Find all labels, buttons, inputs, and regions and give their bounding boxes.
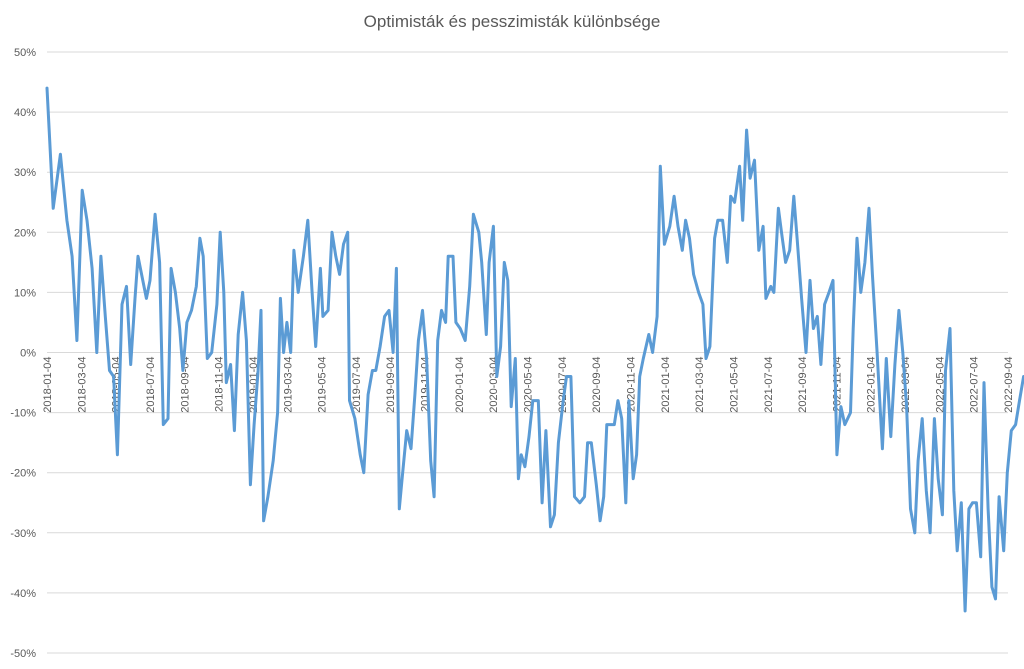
x-tick-label: 2022-09-04 <box>1003 357 1015 413</box>
x-tick-label: 2021-11-04 <box>831 357 843 412</box>
gridlines <box>47 51 1008 654</box>
y-tick-label: 40% <box>14 107 36 119</box>
x-tick-label: 2022-01-04 <box>866 357 878 413</box>
series-layer <box>45 86 1024 613</box>
x-tick-label: 2019-07-04 <box>351 357 363 413</box>
x-tick-label: 2021-05-04 <box>728 357 740 413</box>
x-tick-label: 2019-03-04 <box>282 357 294 413</box>
x-tick-label: 2018-03-04 <box>76 357 88 413</box>
x-tick-label: 2020-05-04 <box>523 357 535 413</box>
y-tick-label: -40% <box>10 588 36 600</box>
y-tick-label: -20% <box>10 468 36 480</box>
x-tick-label: 2020-09-04 <box>591 357 603 413</box>
y-axis-ticks: 50% 40% 30% 20% 10% 0% -10% -20% -30% -40% -50% <box>10 47 36 660</box>
y-tick-label: 30% <box>14 167 36 179</box>
series-line <box>45 86 1024 613</box>
chart-title: Optimisták és pesszimisták különbsége <box>363 12 661 31</box>
x-tick-label: 2022-07-04 <box>969 357 981 413</box>
x-tick-label: 2020-07-04 <box>557 357 569 413</box>
x-tick-label: 2020-11-04 <box>625 357 637 412</box>
y-tick-label: 10% <box>14 287 36 299</box>
x-tick-label: 2019-05-04 <box>317 357 329 413</box>
x-tick-label: 2018-01-04 <box>42 357 54 413</box>
x-tick-label: 2021-07-04 <box>763 357 775 413</box>
y-tick-label: 0% <box>20 348 36 360</box>
x-tick-label: 2021-03-04 <box>694 357 706 413</box>
y-tick-label: -50% <box>10 648 36 660</box>
x-tick-label: 2018-11-04 <box>214 357 226 412</box>
y-tick-label: -10% <box>10 408 36 420</box>
x-tick-label: 2022-05-04 <box>934 357 946 413</box>
y-tick-label: 20% <box>14 227 36 239</box>
x-tick-label: 2021-01-04 <box>660 357 672 413</box>
x-tick-label: 2020-01-04 <box>454 357 466 413</box>
x-tick-label: 2018-07-04 <box>145 357 157 413</box>
y-tick-label: 50% <box>14 47 36 59</box>
x-tick-label: 2021-09-04 <box>797 357 809 413</box>
x-tick-label: 2019-09-04 <box>385 357 397 413</box>
x-axis-ticks: 2018-01-04 2018-03-04 2018-05-04 2018-07-04… <box>42 357 1015 413</box>
y-tick-label: -30% <box>10 528 36 540</box>
